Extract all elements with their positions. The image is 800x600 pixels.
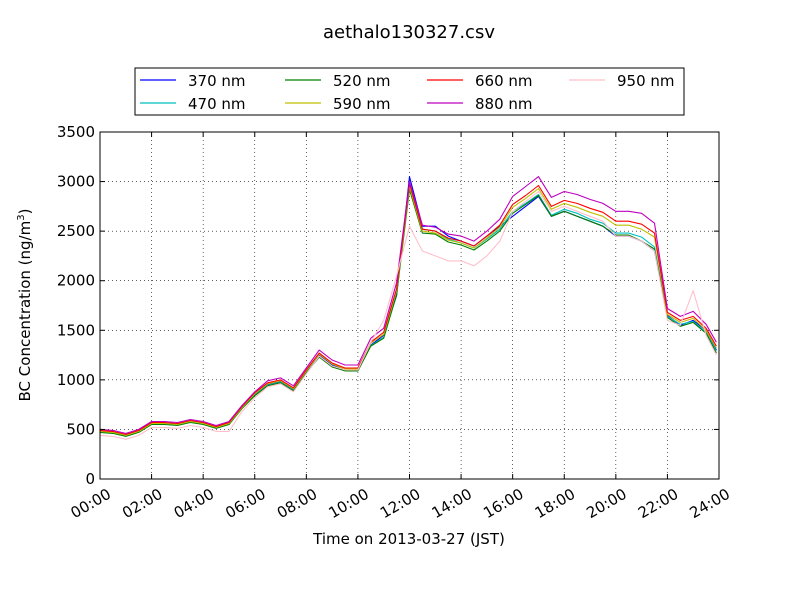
y-tick-label: 3500	[57, 123, 95, 141]
y-tick-label: 2500	[57, 222, 95, 240]
legend-label: 590 nm	[333, 95, 391, 113]
y-axis-label-close: )	[16, 209, 34, 215]
legend-entry: 950 nm	[569, 72, 675, 90]
legend-entry: 370 nm	[140, 72, 246, 90]
legend-label: 950 nm	[617, 72, 675, 90]
legend-label: 470 nm	[188, 95, 246, 113]
legend-label: 370 nm	[188, 72, 246, 90]
y-tick-label: 1500	[57, 321, 95, 339]
legend-label: 880 nm	[475, 95, 533, 113]
legend-label: 660 nm	[475, 72, 533, 90]
legend-entry: 590 nm	[285, 95, 391, 113]
legend-entry: 660 nm	[427, 72, 533, 90]
y-tick-label: 3000	[57, 173, 95, 191]
y-tick-label: 2000	[57, 272, 95, 290]
series-line-7	[99, 190, 717, 440]
series-line-6	[99, 176, 717, 434]
y-tick-label: 500	[66, 420, 95, 438]
y-tick-label: 1000	[57, 371, 95, 389]
legend-label: 520 nm	[333, 72, 391, 90]
y-axis-label: BC Concentration (ng/m3)	[16, 209, 34, 402]
chart-title: aethalo130327.csv	[323, 22, 495, 43]
legend-entry: 520 nm	[285, 72, 391, 90]
x-axis-label: Time on 2013-03-27 (JST)	[312, 530, 505, 548]
axis-ticks	[99, 131, 720, 480]
series-lines	[99, 176, 717, 440]
legend-entries: 370 nm 470 nm 520 nm 590 nm 660 nm 880 nm 950 …	[140, 72, 675, 113]
legend-entry: 470 nm	[140, 95, 246, 113]
y-axis-label-sup: 3	[16, 214, 27, 220]
y-tick-label: 0	[85, 470, 95, 488]
y-tick-labels: 0 500 1000 1500 2000 2500 3000 3500	[57, 123, 95, 488]
legend-frame	[134, 67, 685, 116]
legend-entry: 880 nm	[427, 95, 533, 113]
y-axis-label-main: BC Concentration (ng/m	[16, 221, 34, 402]
legend: 370 nm 470 nm 520 nm 590 nm 660 nm 880 nm 950 …	[134, 67, 685, 116]
